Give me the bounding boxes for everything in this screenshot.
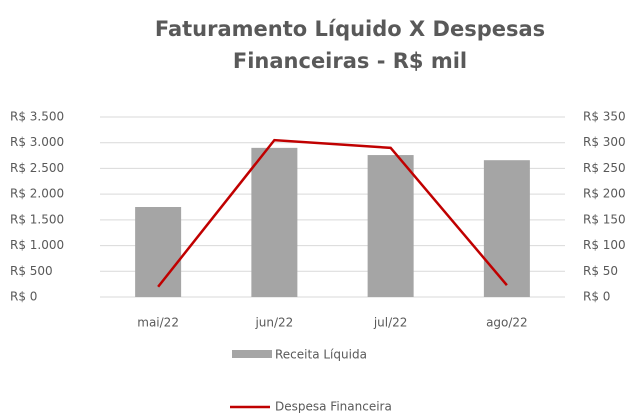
y-tick-label: R$ 1.500 [10,212,64,226]
y2-tick-label: R$ 350 [583,110,626,124]
y2-tick-label: R$ 250 [583,161,626,175]
y2-tick-label: R$ 100 [583,238,626,252]
y-tick-label: R$ 3.500 [10,110,64,124]
y2-tick-label: R$ 200 [583,187,626,201]
y2-tick-label: R$ 0 [583,290,610,304]
y-tick-label: R$ 500 [10,264,53,278]
y-tick-label: R$ 2.000 [10,187,64,201]
bar [135,207,182,297]
y-tick-label: R$ 1.000 [10,238,64,252]
y-tick-label: R$ 3.000 [10,135,64,149]
x-tick-label: ago/22 [486,316,528,330]
legend-label: Receita Líquida [275,348,367,362]
y2-tick-label: R$ 50 [583,264,618,278]
line [157,138,508,288]
chart-title: Faturamento Líquido X Despesas [155,17,545,41]
x-tick-label: mai/22 [137,316,179,330]
bar [483,160,530,297]
legend-label: Despesa Financeira [275,400,392,414]
x-tick-label: jun/22 [254,316,293,330]
y2-tick-label: R$ 300 [583,135,626,149]
y-tick-label: R$ 0 [10,290,37,304]
legend-swatch [232,350,272,358]
y-tick-label: R$ 2.500 [10,161,64,175]
x-tick-label: jul/22 [373,316,408,330]
chart-title: Financeiras - R$ mil [233,49,467,73]
y2-tick-label: R$ 150 [583,212,626,226]
bar [251,147,298,297]
bar [367,155,414,297]
